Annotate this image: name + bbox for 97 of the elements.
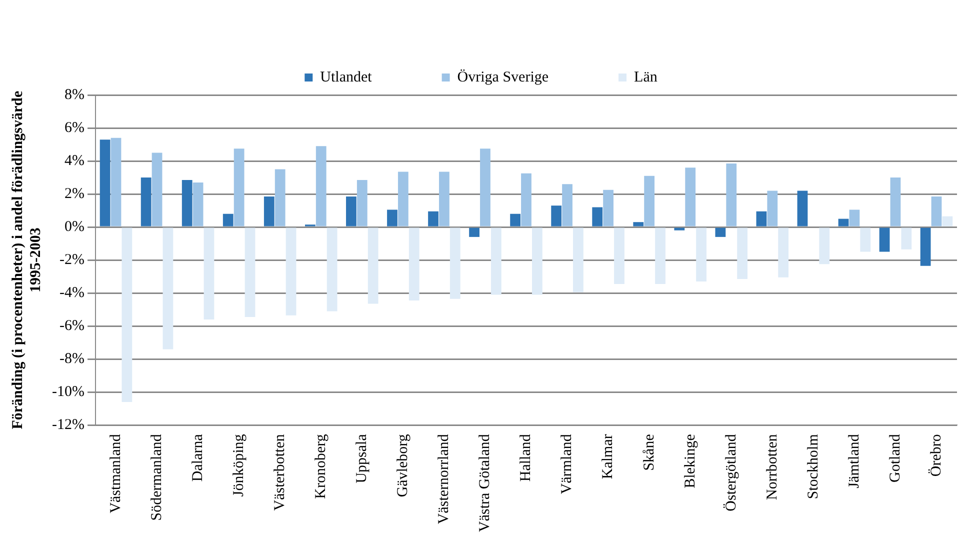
bar [274,169,286,226]
bar [204,228,214,320]
bar [942,216,953,226]
bar [122,228,132,402]
x-tick-label: Uppsala [354,434,370,484]
x-tick-label: Kalmar [600,434,616,480]
bar [140,178,152,226]
bar [879,228,890,252]
bar [644,176,655,226]
y-tick-label: -12% [52,417,84,434]
x-tick-label: Örebro [927,434,944,477]
bar [490,228,502,295]
bar [110,138,122,226]
bar [562,184,572,226]
bar [532,228,542,295]
x-tick-label: Halland [518,434,534,482]
bar [696,228,706,282]
bar [368,228,378,304]
bar [316,146,326,226]
x-tick-label: Värmland [559,434,576,494]
y-tick-label: -4% [59,285,84,302]
bar [286,228,296,316]
bar [450,228,460,299]
bar [737,228,748,280]
x-tick-label: Gotland [887,434,904,482]
bar [860,228,871,252]
bar [655,228,666,284]
x-tick-label: Stockholm [805,434,822,500]
legend-label: Utlandet [320,69,373,86]
y-tick-label: 6% [64,120,84,136]
bar [480,148,490,226]
x-tick-label: Kronoberg [313,434,330,499]
x-tick-label: Västra Götaland [477,434,494,532]
bar [244,228,256,318]
bar [849,210,860,226]
bar [510,214,520,226]
bar [264,196,274,226]
bar [614,228,624,284]
x-tick-label: Gävleborg [395,434,412,498]
bar [797,190,808,226]
bar [838,218,849,226]
bar [592,207,603,226]
bar [408,228,420,300]
y-tick-label: -8% [59,351,84,368]
bar [778,228,789,278]
x-tick-label: Västmanland [108,434,124,514]
legend-label: Övriga Sverige [457,68,549,86]
y-tick-label: -10% [52,384,84,400]
bar [222,214,234,226]
x-tick-label: Jönköping [231,434,248,497]
y-tick-label: -6% [59,318,84,334]
bar [152,152,162,226]
bar [920,228,931,266]
bar [439,172,450,226]
bar [326,228,338,312]
bar [551,206,562,226]
bar [469,228,480,237]
x-tick-label: Skåne [641,434,658,471]
y-tick-label: 4% [64,152,84,169]
bar [428,211,438,226]
bar [573,228,584,292]
bar [819,228,830,264]
bar [890,178,901,226]
y-tick-label: -2% [59,252,84,268]
x-tick-label: Norrbotten [764,434,780,500]
bar [398,172,408,226]
bar [356,180,368,226]
y-tick-label: 2% [64,186,84,202]
y-tick-label: 8% [64,86,84,103]
legend-label: Län [634,69,658,86]
bar [387,210,398,226]
bar [100,140,110,226]
bar [931,196,942,226]
bar [767,190,778,226]
bar [726,164,737,226]
bar [756,211,767,226]
x-tick-label: Blekinge [682,434,698,488]
bar [182,180,192,226]
x-tick-label: Västerbotten [272,434,288,511]
bar [234,148,244,226]
x-tick-label: Södermanland [148,434,165,521]
bar [901,228,912,250]
bar [715,228,726,237]
x-tick-label: Västernorrland [436,434,452,524]
bar [346,196,356,226]
bar [603,190,614,226]
bar [685,168,696,226]
bar [633,222,644,226]
bar [674,228,685,230]
x-tick-label: Dalarna [190,434,206,482]
bar [192,182,204,226]
x-tick-label: Jämtland [846,434,862,488]
bar [521,173,532,226]
x-tick-label: Östergötland [722,434,740,512]
y-tick-label: 0% [64,218,84,235]
bar [162,228,174,350]
y-axis-title: Föränding (i procentenheter) i andel förädlingsvärde 1995-2003 [10,90,44,430]
